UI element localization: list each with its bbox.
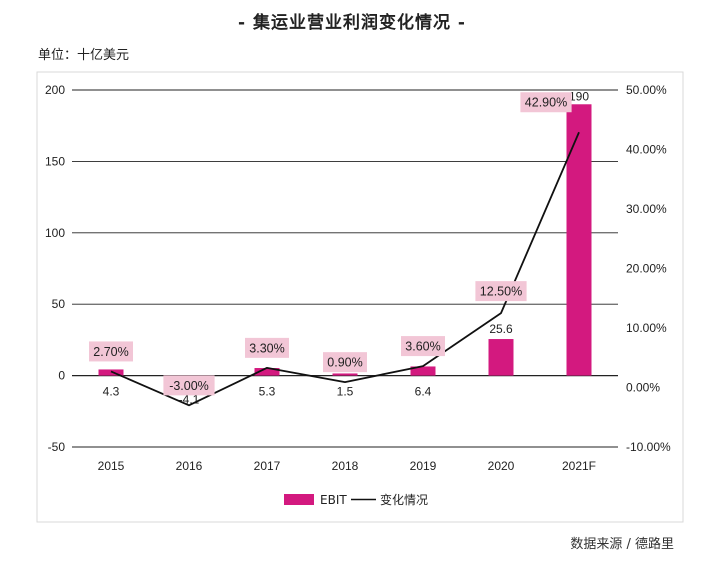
x-tick-label: 2021F — [562, 459, 596, 473]
percent-label-box — [520, 92, 572, 113]
x-tick-label: 2020 — [488, 459, 515, 473]
x-tick-label: 2016 — [176, 459, 203, 473]
bar-2020 — [488, 339, 514, 376]
ebit-bars — [98, 104, 592, 382]
bar-label-2020: 25.6 — [489, 322, 513, 336]
legend: EBIT 变化情况 — [284, 492, 428, 507]
x-tick-label: 2015 — [98, 459, 125, 473]
legend-label-ebit: EBIT — [320, 493, 347, 507]
change-line-path — [110, 131, 580, 407]
bar-2015 — [98, 369, 124, 376]
right-tick-label: 0.00% — [626, 381, 660, 395]
bar-2021F — [566, 104, 592, 376]
right-tick-label: 50.00% — [626, 83, 667, 97]
right-tick-label: 40.00% — [626, 143, 667, 157]
percent-label-2021F: 42.90% — [525, 96, 567, 110]
legend-label-change: 变化情况 — [380, 492, 428, 507]
bar-label-2019: 6.4 — [415, 385, 432, 399]
left-tick-label: -50 — [48, 440, 66, 454]
right-axis-ticks: -10.00% 0.00% 10.00% 20.00% 30.00% 40.00% 50.0… — [626, 83, 671, 454]
percent-label-box — [89, 341, 133, 362]
left-tick-label: 0 — [58, 369, 65, 383]
legend-swatch-ebit — [284, 494, 314, 505]
chart-title: - 集运业营业利润变化情况 - — [238, 13, 466, 33]
percent-label-box — [245, 337, 289, 358]
source-note: 数据来源 / 德路里 — [570, 537, 674, 552]
percent-label-box — [401, 336, 445, 357]
left-tick-label: 50 — [52, 297, 66, 311]
x-tick-label: 2019 — [410, 459, 437, 473]
percent-label-2020: 12.50% — [480, 285, 522, 299]
bar-label-2015: 4.3 — [103, 385, 120, 399]
change-line — [110, 131, 580, 407]
percent-label-2019: 3.60% — [405, 340, 440, 354]
percent-label-2015: 2.70% — [93, 345, 128, 359]
left-axis-ticks: -50 0 50 100 150 200 — [45, 83, 65, 454]
x-tick-label: 2018 — [332, 459, 359, 473]
percent-label-box — [475, 281, 527, 302]
bar-2019 — [410, 366, 436, 376]
unit-label: 单位：十亿美元 — [38, 48, 130, 63]
x-axis-ticks: 2015 2016 2017 2018 2019 2020 2021F — [98, 459, 596, 473]
bar-label-2021F: 190 — [569, 89, 589, 103]
right-tick-label: 10.00% — [626, 321, 667, 335]
percent-label-2017: 3.30% — [249, 341, 284, 355]
percent-label-box — [323, 352, 367, 373]
right-tick-label: 30.00% — [626, 202, 667, 216]
percent-label-2018: 0.90% — [327, 356, 362, 370]
left-tick-label: 150 — [45, 154, 65, 168]
percent-label-box — [163, 375, 215, 396]
bar-2017 — [254, 368, 280, 376]
bar-label-2017: 5.3 — [259, 385, 276, 399]
bar-label-2018: 1.5 — [337, 385, 354, 399]
percent-label-2016: -3.00% — [169, 379, 209, 393]
percent-labels: 2.70% -3.00% 3.30% 0.90% 3.60% 12.50% 42.90% — [89, 92, 572, 396]
bar-2018 — [332, 373, 358, 376]
right-tick-label: 20.00% — [626, 262, 667, 276]
left-tick-label: 100 — [45, 226, 65, 240]
x-tick-label: 2017 — [254, 459, 281, 473]
right-tick-label: -10.00% — [626, 440, 671, 454]
plot-frame — [36, 71, 684, 523]
left-tick-label: 200 — [45, 83, 65, 97]
